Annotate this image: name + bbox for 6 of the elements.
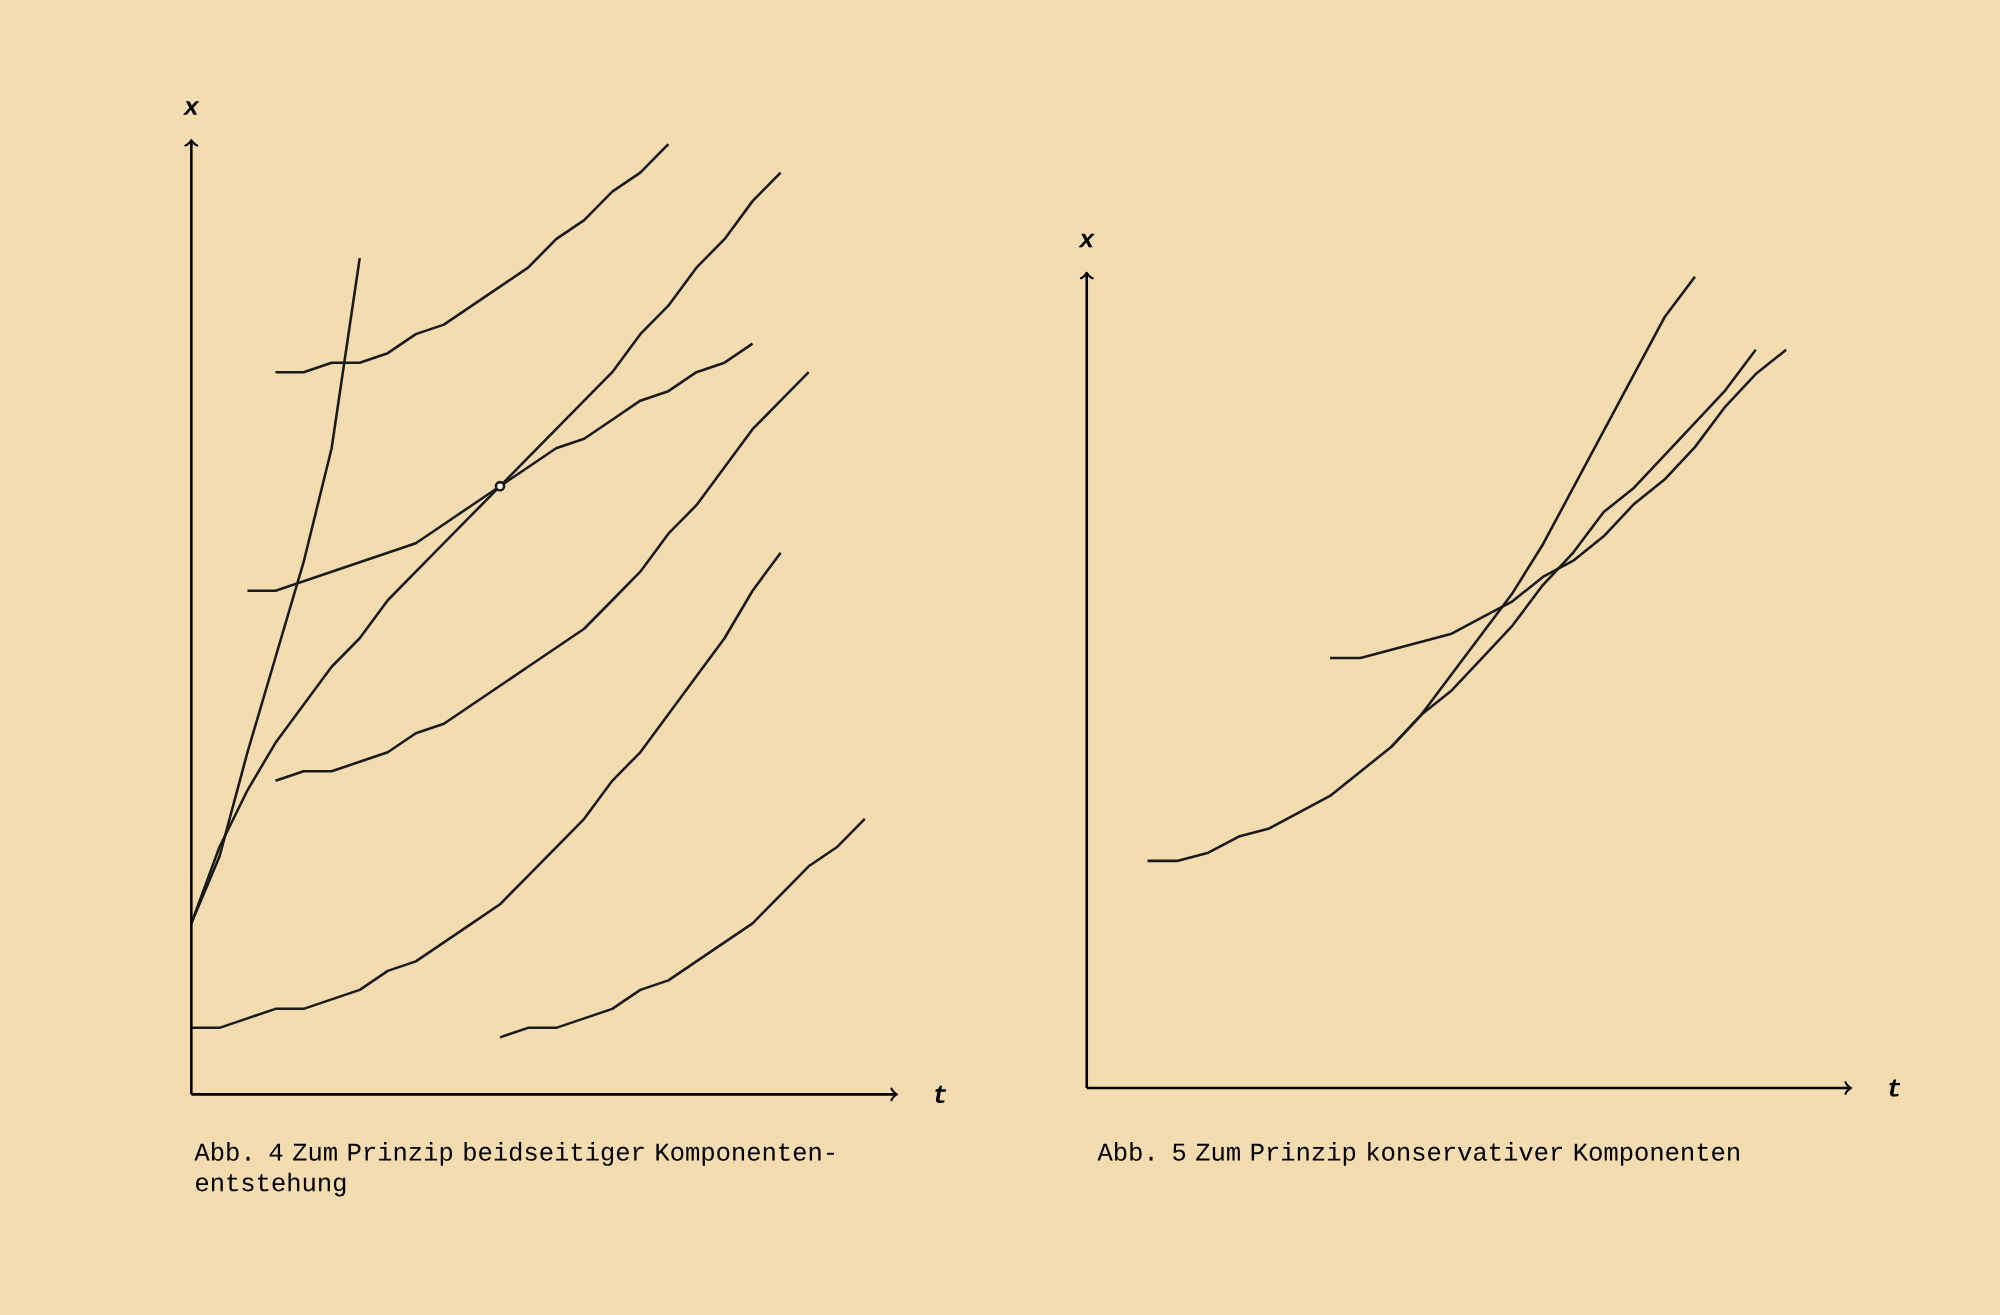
x-axis-title: t	[1889, 1079, 1901, 1097]
y-axis-title: x	[183, 101, 200, 115]
x-axis-title: t	[935, 1085, 947, 1103]
y-axis-title: x	[1078, 233, 1095, 248]
caption: Abb. 5 Zum Prinzip konservativer Komponenten	[1097, 1142, 1739, 1166]
caption: Abb. 4 Zum Prinzip beidseitiger Komponenten-entstehung	[194, 1142, 834, 1197]
